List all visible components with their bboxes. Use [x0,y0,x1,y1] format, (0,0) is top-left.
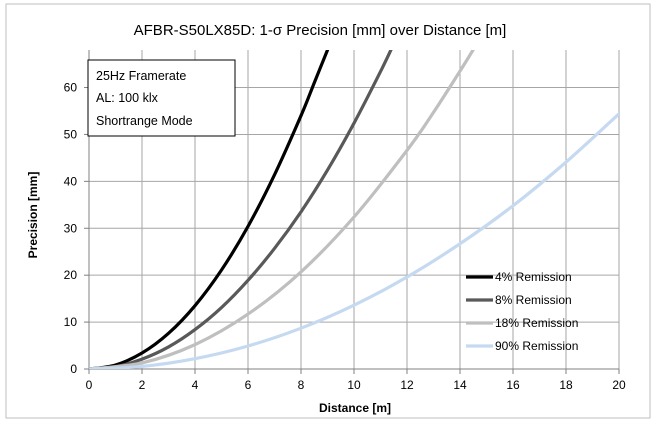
y-tick-label: 60 [64,81,78,95]
x-tick-label: 0 [86,378,93,392]
y-tick-label: 20 [64,268,78,282]
x-tick-label: 4 [192,378,199,392]
y-tick-label: 0 [70,362,77,376]
legend-label: 8% Remission [495,293,572,307]
grid-lines [89,50,620,369]
annotation-frame [87,59,236,137]
x-tick-label: 12 [400,378,414,392]
series-line-2 [89,50,393,369]
y-tick-label: 10 [64,315,78,329]
y-tick-label: 40 [64,174,78,188]
chart-title: AFBR-S50LX85D: 1-σ Precision [mm] over D… [134,22,507,39]
x-tick-label: 2 [139,378,146,392]
axes: 0 2 4 6 8 10 12 14 16 18 20 0 10 20 30 40 50 60 [64,50,626,392]
legend-label: 90% Remission [495,339,578,353]
annotation-box: 25Hz Framerate AL: 100 klx Shortrange Mo… [87,59,236,137]
x-tick-label: 8 [298,378,305,392]
series-line-4 [89,112,619,369]
x-tick-label: 20 [612,378,626,392]
legend-item: 4% Remission [466,270,572,284]
annotation-framerate: 25Hz Framerate [96,69,186,83]
series-line-3 [89,50,475,369]
x-tick-label: 16 [506,378,520,392]
legend: 4% Remission 8% Remission 18% Remission 90%… [466,270,578,353]
legend-label: 4% Remission [495,270,572,284]
y-axis-title: Precision [mm] [26,172,40,259]
annotation-mode: Shortrange Mode [96,114,193,128]
annotation-ambient-light: AL: 100 klx [96,91,159,105]
y-tick-label: 30 [64,221,78,235]
x-tick-label: 14 [453,378,467,392]
y-tick-label: 50 [64,127,78,141]
x-tick-label: 6 [245,378,252,392]
legend-item: 90% Remission [466,339,578,353]
legend-item: 18% Remission [466,316,578,330]
x-tick-label: 10 [347,378,361,392]
x-axis-title: Distance [m] [319,401,391,415]
x-tick-label: 18 [559,378,573,392]
legend-item: 8% Remission [466,293,572,307]
series-lines [89,50,619,369]
legend-label: 18% Remission [495,316,578,330]
series-line-1 [89,50,330,369]
